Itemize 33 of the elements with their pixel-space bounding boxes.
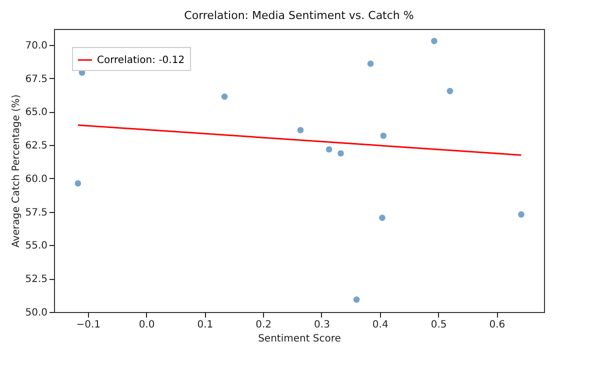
point (297, 126, 304, 134)
legend-label: Correlation: -0.12 (97, 55, 185, 66)
x-tick-label: 0.4 (372, 320, 388, 330)
x-tick-label: 0.0 (138, 320, 155, 330)
y-tick-label: 52.5 (25, 274, 48, 286)
point (221, 93, 228, 100)
point (74, 180, 82, 187)
x-tick-label: 0.1 (197, 320, 214, 330)
y-tick-label: 67.5 (25, 74, 48, 85)
x-axis-title: Sentiment Score (258, 334, 341, 344)
x-tick-label: −0.1 (76, 320, 101, 330)
y-tick-label: 60.0 (25, 174, 48, 185)
point (326, 146, 332, 153)
y-tick-label: 70.0 (25, 40, 48, 52)
x-tick-label: 0.6 (489, 320, 506, 330)
point (353, 296, 360, 303)
x-tick-label: 0.5 (430, 320, 447, 330)
point (431, 38, 438, 44)
point (367, 60, 374, 67)
x-tick-label: 0.2 (256, 320, 272, 330)
y-tick-label: 62.5 (25, 140, 48, 152)
point (380, 132, 387, 139)
point (518, 211, 524, 218)
y-axis-title: Average Catch Percentage (%) (11, 94, 22, 248)
point (338, 150, 344, 157)
y-tick-label: 65.0 (25, 107, 48, 118)
point (379, 214, 386, 221)
point (446, 88, 454, 94)
x-tick-label: 0.3 (314, 320, 330, 330)
chart-title: Correlation: Media Sentiment vs. Catch % (184, 9, 414, 22)
y-tick-label: 55.0 (25, 240, 48, 252)
y-tick-label: 50.0 (25, 307, 48, 318)
y-tick-label: 57.5 (25, 207, 48, 218)
